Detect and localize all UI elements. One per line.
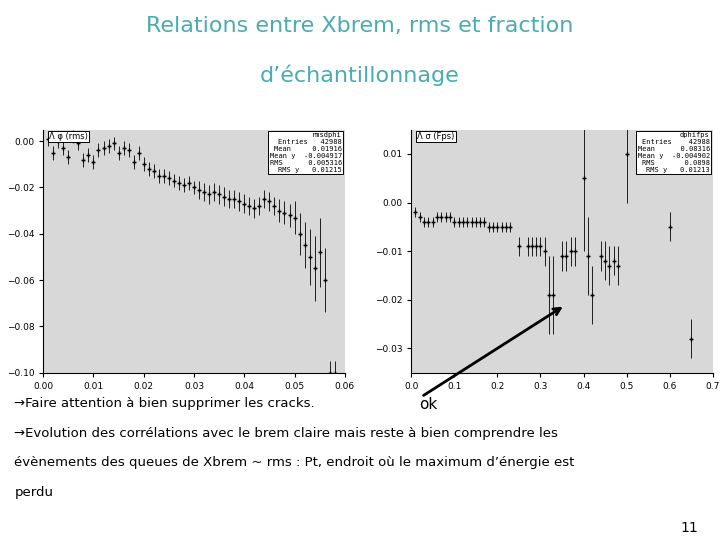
Text: ok: ok (419, 397, 438, 412)
Text: perdu: perdu (14, 486, 53, 499)
Text: →Faire attention à bien supprimer les cracks.: →Faire attention à bien supprimer les cr… (14, 397, 315, 410)
Text: Λ φ (rms): Λ φ (rms) (49, 132, 88, 141)
Text: Λ σ (Fps): Λ σ (Fps) (417, 132, 454, 141)
Text: Relations entre Xbrem, rms et fraction: Relations entre Xbrem, rms et fraction (146, 16, 574, 36)
Text: d’échantillonnage: d’échantillonnage (260, 65, 460, 86)
Text: rmsdphi
Entries   42988
Mean     0.01916
Mean y  -0.004917
RMS      0.005316
RMS: rmsdphi Entries 42988 Mean 0.01916 Mean … (269, 132, 342, 173)
Text: 11: 11 (680, 521, 698, 535)
Text: dphifps
Entries    42988
Mean      0.08316
Mean y  -0.004902
RMS       0.0898
RM: dphifps Entries 42988 Mean 0.08316 Mean … (637, 132, 710, 173)
Text: →Evolution des corrélations avec le brem claire mais reste à bien comprendre les: →Evolution des corrélations avec le brem… (14, 427, 558, 440)
Text: évènements des queues de Xbrem ~ rms : Pt, endroit où le maximum d’énergie est: évènements des queues de Xbrem ~ rms : P… (14, 456, 575, 469)
